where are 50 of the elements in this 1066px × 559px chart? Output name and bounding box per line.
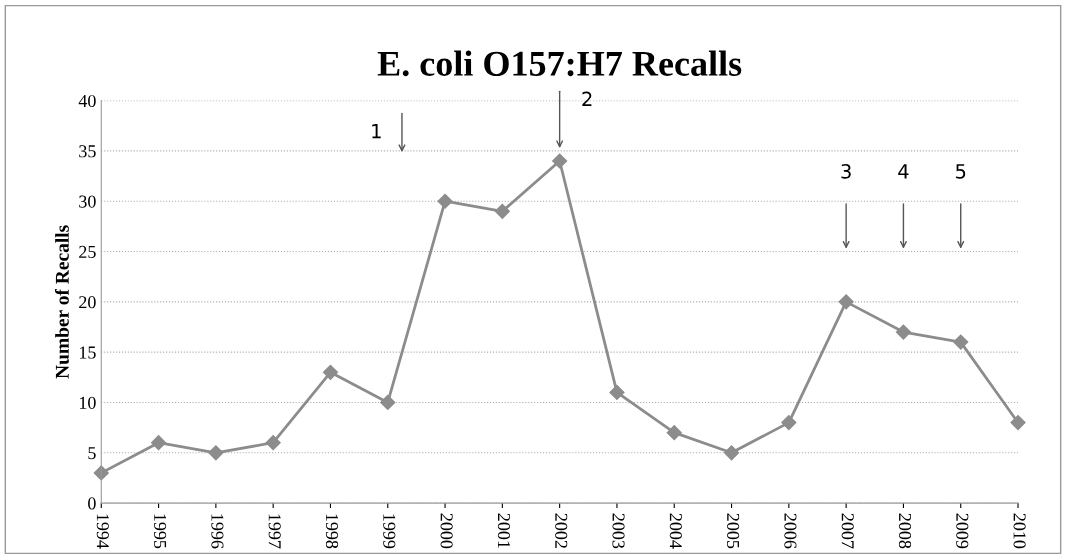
x-tick-label: 2000 <box>440 513 453 549</box>
point <box>723 445 740 461</box>
x-tick-label: 1994 <box>96 514 109 549</box>
annotation: 3 <box>841 164 851 179</box>
x-tick-label: 1998 <box>325 514 339 549</box>
y-tick-label: 35 <box>79 145 96 158</box>
x-tick-label: 2010 <box>1013 513 1026 549</box>
annotation: 5 <box>956 164 966 179</box>
point <box>437 193 453 209</box>
x-tick-label: 2003 <box>612 513 625 549</box>
x-tick-label: 2008 <box>898 513 912 549</box>
point <box>494 203 510 219</box>
x-tick-label: 2004 <box>669 513 682 549</box>
point <box>380 394 396 411</box>
y-tick-label: 10 <box>79 396 96 409</box>
y-tick-label: 20 <box>79 296 96 309</box>
x-tick-label: 1997 <box>268 514 281 549</box>
point <box>953 334 969 350</box>
y-tick-label: 15 <box>79 346 96 359</box>
annotation: 4 <box>898 164 909 179</box>
y-axis-title: Number of Recalls <box>54 225 69 379</box>
point <box>552 153 568 169</box>
x-tick-label: 2006 <box>784 513 797 549</box>
point <box>838 294 854 310</box>
y-tick-label: 25 <box>79 245 96 258</box>
point <box>781 415 797 431</box>
chart-title: E. coli O157:H7 Recalls <box>377 50 742 77</box>
point <box>666 425 682 441</box>
point <box>895 324 912 340</box>
x-tick-label: 1995 <box>154 514 167 549</box>
x-tick-label: 2007 <box>841 513 854 549</box>
x-tick-label: 2002 <box>555 513 568 548</box>
x-tick-label: 1996 <box>211 514 224 549</box>
y-tick-label: 40 <box>78 94 96 108</box>
point <box>1010 415 1026 431</box>
point <box>150 435 167 451</box>
y-tick-label: 5 <box>88 447 96 460</box>
x-tick-label: 2009 <box>956 513 969 549</box>
x-tick-label: 2005 <box>727 513 740 549</box>
x-tick-label: 2001 <box>497 513 511 548</box>
point <box>322 364 339 380</box>
point <box>265 435 281 451</box>
y-tick-label: 30 <box>79 195 96 208</box>
point <box>93 465 109 481</box>
x-tick-label: 1999 <box>383 514 396 549</box>
annotation: 1 <box>372 124 381 139</box>
point <box>208 445 224 461</box>
point <box>609 384 625 400</box>
y-tick-label: 0 <box>88 497 96 510</box>
annotation: 2 <box>582 91 592 106</box>
